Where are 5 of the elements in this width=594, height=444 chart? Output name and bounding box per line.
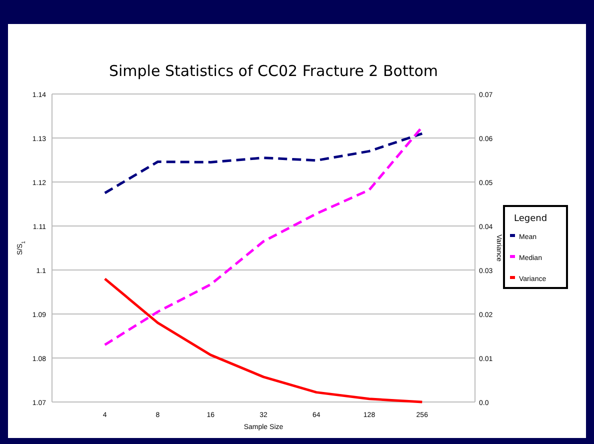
legend-title: Legend (514, 214, 548, 224)
line-series (104, 278, 424, 404)
chart-title: Simple Statistics of CC02 Fracture 2 Bottom (108, 62, 438, 80)
line-series (104, 126, 424, 346)
line-series (104, 132, 424, 194)
